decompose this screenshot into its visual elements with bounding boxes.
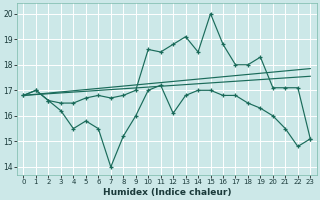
X-axis label: Humidex (Indice chaleur): Humidex (Indice chaleur) xyxy=(103,188,231,197)
